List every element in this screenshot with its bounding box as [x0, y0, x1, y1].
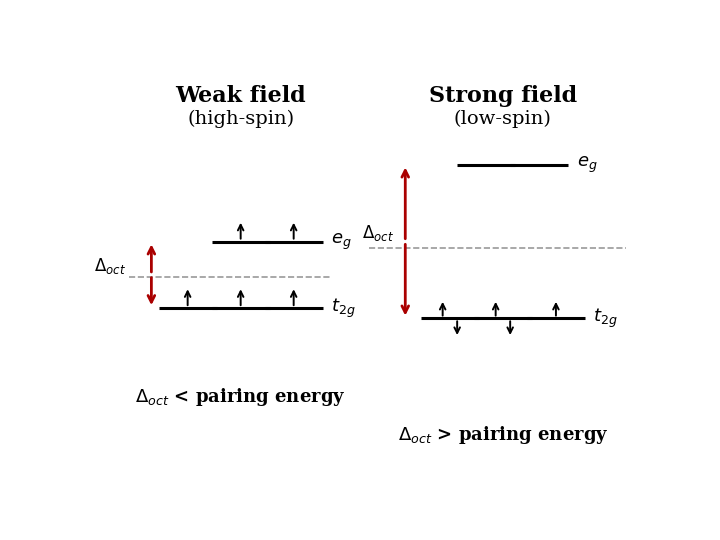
- Text: (low-spin): (low-spin): [454, 110, 552, 128]
- Text: Strong field: Strong field: [429, 85, 577, 107]
- Text: $e_g$: $e_g$: [577, 154, 597, 175]
- Text: $t_{2g}$: $t_{2g}$: [331, 296, 356, 320]
- Text: $t_{2g}$: $t_{2g}$: [593, 307, 618, 330]
- Text: Weak field: Weak field: [176, 85, 306, 107]
- Text: $\Delta_{oct}$ < pairing energy: $\Delta_{oct}$ < pairing energy: [135, 387, 346, 408]
- Text: $e_g$: $e_g$: [331, 232, 351, 252]
- Text: $\Delta_{oct}$: $\Delta_{oct}$: [94, 256, 126, 276]
- Text: $\Delta_{oct}$ > pairing energy: $\Delta_{oct}$ > pairing energy: [397, 424, 608, 446]
- Text: (high-spin): (high-spin): [187, 110, 294, 128]
- Text: $\Delta_{oct}$: $\Delta_{oct}$: [362, 223, 394, 243]
